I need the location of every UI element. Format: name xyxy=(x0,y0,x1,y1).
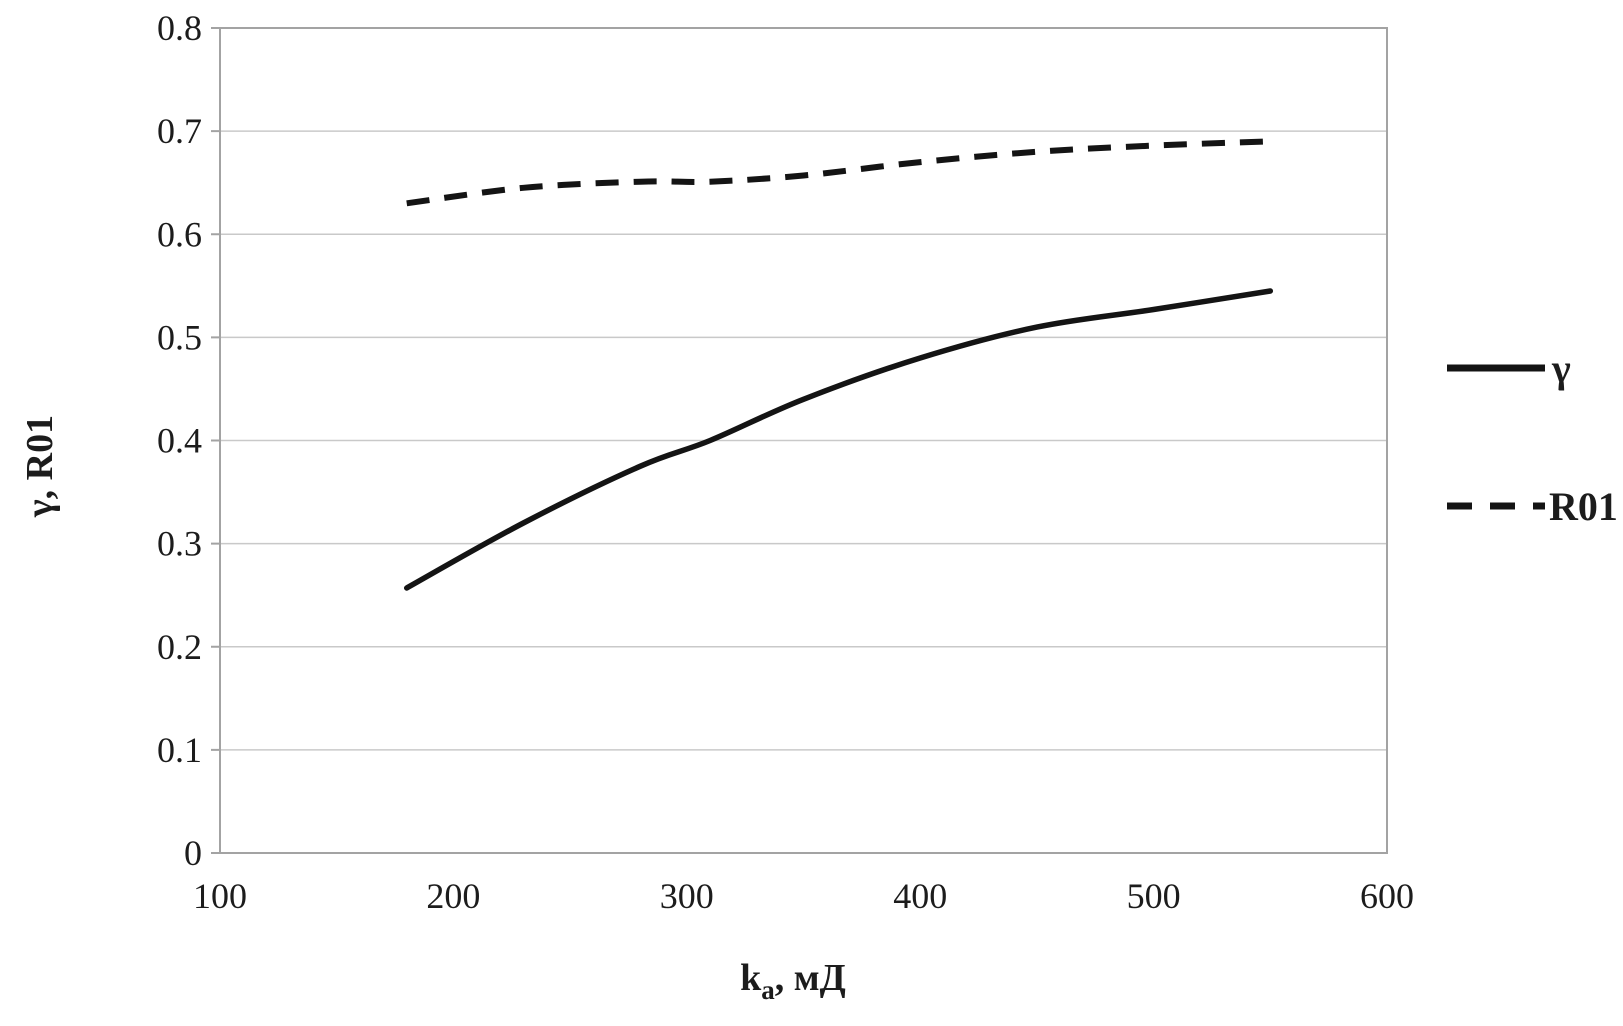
x-tick-label: 100 xyxy=(193,876,247,916)
y-tick-label: 0.1 xyxy=(157,730,202,770)
y-tick-label: 0.8 xyxy=(157,8,202,48)
x-tick-label: 300 xyxy=(660,876,714,916)
legend: γ R01 xyxy=(1447,346,1618,529)
x-tick-label: 400 xyxy=(893,876,947,916)
x-axis-tick-labels: 100 200 300 400 500 600 xyxy=(193,876,1414,916)
x-tick-label: 600 xyxy=(1360,876,1414,916)
y-axis-title: γ, R01 xyxy=(19,415,61,518)
series-r01-line xyxy=(406,138,1271,207)
legend-r01-label: R01 xyxy=(1549,484,1618,529)
x-tick-label: 500 xyxy=(1127,876,1181,916)
series-gamma-line xyxy=(403,288,1274,591)
y-tick-label: 0.7 xyxy=(157,111,202,151)
y-tick-label: 0.4 xyxy=(157,421,202,461)
y-tick-label: 0.2 xyxy=(157,627,202,667)
y-tick-label: 0 xyxy=(184,833,202,873)
y-axis-tick-labels: 0 0.1 0.2 0.3 0.4 0.5 0.6 0.7 0.8 xyxy=(157,8,202,873)
y-tick-label: 0.3 xyxy=(157,524,202,564)
x-axis-title: ka, мД xyxy=(740,957,846,1005)
y-tick-label: 0.5 xyxy=(157,317,202,357)
y-tick-label: 0.6 xyxy=(157,214,202,254)
y-axis-ticks xyxy=(211,27,220,854)
x-tick-label: 200 xyxy=(426,876,480,916)
legend-gamma-label: γ xyxy=(1551,346,1571,391)
data-series xyxy=(403,138,1274,591)
gridlines xyxy=(220,27,1387,854)
